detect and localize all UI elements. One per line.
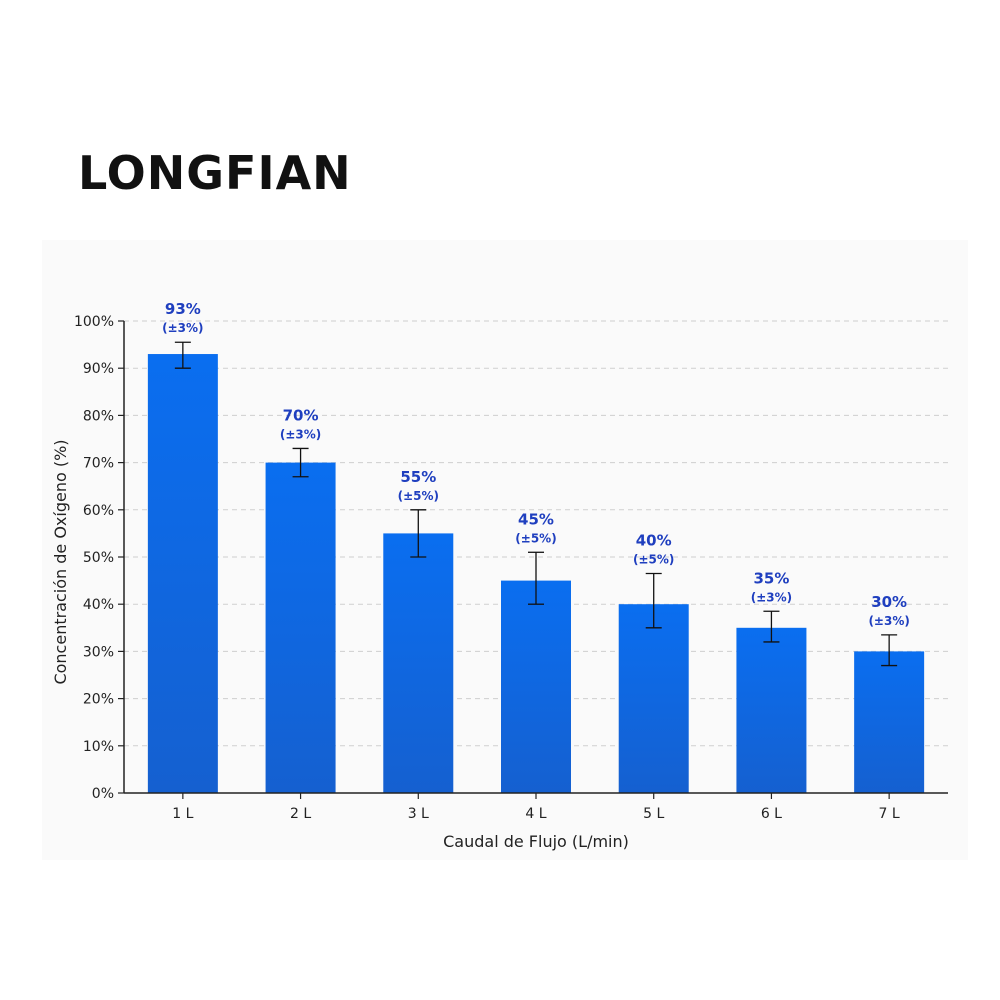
error-label: (±3%) bbox=[280, 427, 321, 441]
brand-logo-text: LONGFIAN bbox=[78, 146, 352, 200]
bar bbox=[383, 533, 454, 793]
error-label: (±5%) bbox=[398, 489, 439, 503]
error-bar bbox=[763, 610, 780, 643]
x-tick-label: 5 L bbox=[643, 806, 664, 822]
bar bbox=[265, 462, 336, 793]
error-label: (±3%) bbox=[751, 590, 792, 604]
bars bbox=[147, 341, 925, 793]
x-tick-label: 2 L bbox=[290, 806, 311, 822]
x-tick-label: 6 L bbox=[761, 806, 782, 822]
error-label: (±3%) bbox=[868, 614, 909, 628]
error-bar bbox=[881, 634, 898, 667]
bar bbox=[147, 354, 218, 793]
error-label: (±5%) bbox=[515, 531, 556, 545]
x-tick-label: 1 L bbox=[172, 806, 193, 822]
bar bbox=[854, 651, 925, 793]
x-tick-label: 3 L bbox=[408, 806, 429, 822]
value-label: 35% bbox=[753, 569, 789, 587]
y-tick-label: 90% bbox=[83, 361, 114, 377]
y-tick-label: 50% bbox=[83, 550, 114, 566]
y-tick-label: 20% bbox=[83, 692, 114, 708]
y-tick-label: 0% bbox=[92, 786, 114, 802]
x-tick-label: 4 L bbox=[525, 806, 546, 822]
labels: 93% (±3%) 70% (±3%) 55% (±5%) 45% (±5%) 40% (±5%)… bbox=[162, 300, 910, 628]
value-label: 55% bbox=[400, 468, 436, 486]
y-tick-label: 10% bbox=[83, 739, 114, 755]
y-tick-label: 70% bbox=[83, 456, 114, 472]
error-bar bbox=[645, 572, 662, 629]
x-axis-title: Caudal de Flujo (L/min) bbox=[443, 832, 629, 851]
x-tick-label: 7 L bbox=[879, 806, 900, 822]
value-label: 30% bbox=[871, 593, 907, 611]
grid-lines bbox=[124, 320, 948, 747]
bar bbox=[736, 627, 807, 793]
y-tick-label: 40% bbox=[83, 597, 114, 613]
value-label: 93% bbox=[165, 300, 201, 318]
error-bar bbox=[528, 551, 544, 605]
error-bar bbox=[292, 447, 309, 478]
y-tick-label: 80% bbox=[83, 408, 114, 424]
y-tick-label: 30% bbox=[83, 644, 114, 660]
error-bar bbox=[410, 509, 427, 558]
error-bar bbox=[174, 341, 191, 369]
bar bbox=[618, 604, 689, 793]
axes: 0% 10% 20% 30% 40% 50% 60% 70% 80% 90% 100% 1 L 2 L 3… bbox=[74, 314, 948, 822]
bar bbox=[501, 580, 571, 793]
value-label: 70% bbox=[283, 406, 319, 424]
error-label: (±3%) bbox=[162, 321, 203, 335]
y-tick-label: 100% bbox=[74, 314, 114, 330]
y-axis-title: Concentración de Oxígeno (%) bbox=[51, 439, 70, 684]
value-label: 45% bbox=[518, 510, 554, 528]
value-label: 40% bbox=[636, 532, 672, 550]
y-tick-label: 60% bbox=[83, 503, 114, 519]
error-label: (±5%) bbox=[633, 553, 674, 567]
